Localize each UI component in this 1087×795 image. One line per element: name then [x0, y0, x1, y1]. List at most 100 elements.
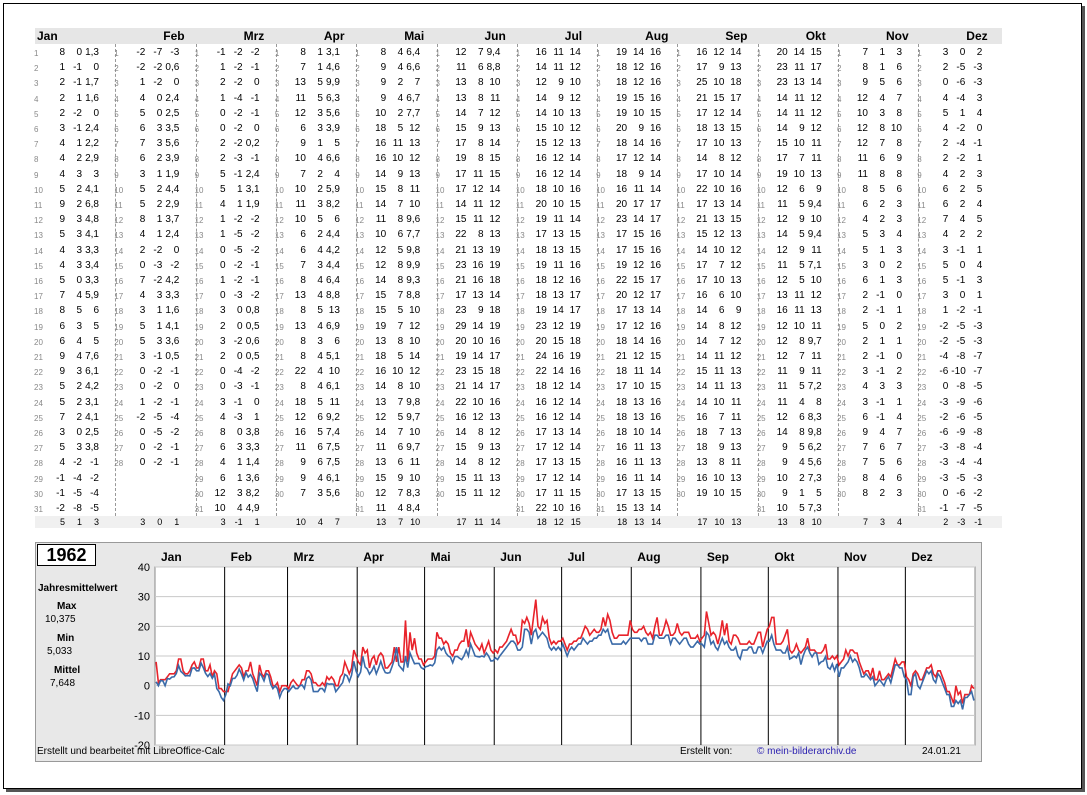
day-number: 15: [837, 261, 846, 271]
day-mean: 11: [329, 396, 340, 408]
day-max: 0: [220, 381, 226, 393]
day-number: 24: [355, 398, 365, 408]
day-number: 4: [194, 94, 200, 104]
day-min: -6: [956, 411, 966, 423]
day-max: 14: [375, 275, 387, 286]
day-number: 6: [596, 125, 601, 134]
day-number: 26: [34, 429, 43, 438]
day-mean: 3,3: [85, 244, 99, 256]
day-min: -2: [233, 123, 243, 134]
day-mean: -4: [170, 411, 180, 423]
day-max: 9: [300, 138, 306, 150]
day-min: 14: [552, 305, 564, 317]
day-mean: 15: [569, 457, 581, 469]
day-min: -2: [233, 138, 243, 150]
day-max: 15: [375, 290, 387, 302]
day-mean: 3: [976, 92, 983, 104]
month-avg-mean: 7: [334, 517, 340, 527]
day-number: 19: [194, 322, 204, 332]
day-min: 0: [237, 351, 243, 362]
day-max: 13: [455, 92, 467, 104]
day-mean: 14: [649, 503, 662, 514]
day-mean: 5,6: [165, 138, 180, 150]
day-min: 9: [477, 305, 484, 317]
day-mean: -2: [250, 366, 260, 378]
day-mean: 4,9: [245, 503, 260, 514]
day-max: 5: [220, 183, 226, 195]
day-max: 17: [696, 107, 708, 119]
day-min: 1: [76, 92, 82, 104]
day-number: 11: [837, 201, 846, 210]
day-mean: 16: [569, 366, 581, 378]
day-mean: 9,2: [325, 411, 340, 423]
day-max: 0: [139, 366, 146, 378]
day-max: 17: [696, 62, 708, 74]
day-number: 19: [355, 322, 365, 332]
day-min: 2: [397, 77, 404, 89]
day-mean: -1: [250, 381, 260, 393]
day-min: 11: [473, 168, 484, 180]
day-mean: 18: [489, 275, 501, 286]
day-min: 9: [799, 214, 805, 226]
day-mean: 4: [976, 107, 983, 119]
day-number: 26: [515, 429, 525, 438]
day-mean: 10: [409, 472, 421, 484]
day-mean: 14: [649, 366, 662, 378]
day-mean: 10: [409, 381, 421, 393]
stats-mean-value: 7,648: [50, 678, 76, 689]
day-mean: 12: [409, 123, 421, 134]
month-avg-mean: 3: [93, 517, 99, 527]
day-number: 25: [355, 413, 365, 423]
day-number: 23: [917, 383, 927, 393]
day-mean: 9,3: [406, 275, 421, 286]
day-mean: 3,1: [85, 396, 99, 408]
day-max: 1: [942, 305, 949, 317]
day-max: 13: [375, 396, 387, 408]
day-number: 12: [114, 216, 124, 226]
day-min: 10: [552, 183, 564, 195]
day-max: 21: [455, 381, 467, 393]
day-mean: 10: [409, 427, 421, 438]
day-number: 3: [676, 79, 681, 89]
day-number: 7: [837, 140, 842, 150]
day-number: 1: [194, 49, 200, 58]
day-max: 3: [862, 259, 868, 271]
day-mean: 18: [569, 335, 581, 347]
month-avg-max: 17: [697, 517, 708, 527]
footer-site-link[interactable]: © mein-bilderarchiv.de: [757, 746, 857, 757]
day-number: 1: [435, 49, 440, 58]
day-min: 3: [76, 366, 82, 378]
day-min: 11: [553, 487, 564, 499]
day-min: 14: [632, 335, 645, 347]
day-number: 23: [34, 383, 43, 393]
day-max: 15: [455, 487, 467, 499]
month-avg-max: 13: [376, 517, 387, 527]
day-mean: 17: [489, 351, 501, 362]
day-min: -7: [153, 47, 163, 58]
day-max: 3: [862, 396, 868, 408]
day-max: 11: [777, 199, 788, 210]
day-mean: 9,4: [807, 229, 822, 241]
day-max: 6: [220, 472, 226, 484]
day-mean: -1: [973, 138, 983, 150]
day-mean: 0: [254, 123, 260, 134]
day-number: 24: [676, 398, 686, 408]
day-max: 17: [696, 275, 708, 286]
day-max: 3: [220, 305, 226, 317]
day-mean: 3,5: [165, 123, 180, 134]
day-number: 10: [274, 185, 284, 195]
day-max: 22: [294, 366, 306, 378]
day-max: 17: [455, 138, 467, 150]
day-min: 12: [632, 290, 645, 302]
day-max: 1: [220, 214, 226, 226]
day-number: 19: [917, 322, 927, 332]
day-max: 14: [375, 427, 387, 438]
day-min: 12: [713, 107, 725, 119]
day-max: 17: [776, 153, 788, 165]
day-max: 18: [615, 138, 628, 150]
day-number: 29: [515, 474, 525, 484]
day-number: 13: [194, 231, 204, 241]
day-min: 12: [552, 153, 564, 165]
day-number: 22: [837, 368, 846, 378]
day-number: 2: [114, 64, 119, 74]
